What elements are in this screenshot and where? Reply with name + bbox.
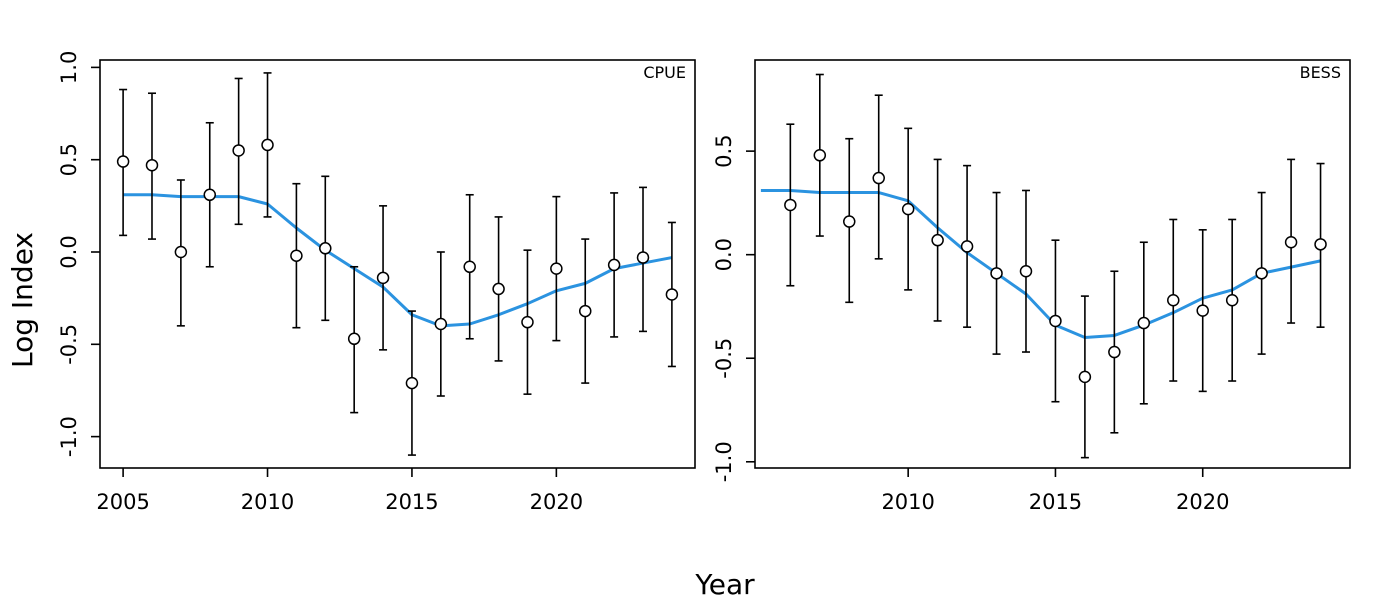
bess-data-point (843, 215, 856, 228)
bess-data-point (813, 149, 827, 162)
cpue-data-point (319, 242, 332, 255)
bess-y-tick-label: -0.5 (712, 338, 736, 379)
cpue-data-point (665, 288, 679, 301)
cpue-data-point (174, 245, 188, 259)
bess-panel-label: BESS (1300, 63, 1341, 82)
cpue-data-point (347, 332, 361, 346)
cpue-data-point (145, 158, 159, 172)
bess-data-point (1019, 264, 1033, 278)
cpue-data-point (290, 249, 303, 262)
bess-data-point (1314, 238, 1327, 251)
bess-data-point (1108, 345, 1121, 359)
bess-data-point (1137, 316, 1151, 330)
cpue-x-tick-label: 2010 (241, 490, 294, 514)
cpue-data-point (261, 138, 274, 152)
bess-data-point (1284, 236, 1298, 249)
cpue-data-point (203, 188, 217, 202)
x-axis-title: Year (694, 568, 755, 600)
bess-data-point (1255, 267, 1268, 280)
cpue-y-tick-label: 1.0 (57, 51, 81, 84)
bess-plot-frame (754, 59, 1351, 469)
bess-x-tick-label: 2015 (1029, 490, 1082, 514)
bess-data-point (1078, 370, 1092, 384)
cpue-data-point (550, 262, 563, 275)
cpue-y-tick-label: 0.0 (57, 235, 81, 268)
bess-x-tick-label: 2010 (881, 490, 934, 514)
cpue-y-tick-label: -0.5 (57, 324, 81, 365)
bess-x-tick-label: 2020 (1176, 490, 1229, 514)
cpue-data-point (607, 258, 621, 272)
bess-data-point (1049, 314, 1062, 328)
cpue-x-tick-label: 2015 (385, 490, 438, 514)
cpue-y-tick-label: -1.0 (57, 416, 81, 457)
bess-data-point (901, 202, 915, 216)
cpue-plot-frame (99, 59, 696, 469)
cpue-data-point (636, 251, 650, 264)
bess-data-point (784, 198, 797, 212)
bess-data-point (872, 171, 885, 185)
cpue-x-tick-label: 2005 (96, 490, 149, 514)
cpue-data-point (376, 271, 390, 285)
cpue-data-point (463, 260, 476, 274)
bess-y-tick-label: 0.0 (712, 238, 736, 271)
panel-bess: 2010 2015 2020 -1.0 -0.5 0.0 0.5 BESS (712, 59, 1351, 514)
cpue-data-point (116, 155, 130, 168)
y-axis-title: Log Index (6, 232, 39, 368)
bess-data-point (1167, 293, 1180, 307)
cpue-data-point (405, 376, 419, 390)
cpue-data-point (492, 282, 505, 296)
cpue-x-tick-label: 2020 (530, 490, 583, 514)
bess-data-point (990, 267, 1003, 280)
bess-data-point (931, 233, 944, 247)
bess-y-tick-label: 0.5 (712, 134, 736, 167)
cpue-data-point (521, 315, 534, 329)
bess-y-tick-label: -1.0 (712, 441, 736, 482)
cpue-data-point (232, 144, 245, 157)
bess-data-point (1196, 304, 1209, 317)
cpue-y-tick-label: 0.5 (57, 143, 81, 176)
panel-cpue: 2005 2010 2015 2020 -1.0 -0.5 0.0 0.5 1.0 CPUE (57, 51, 696, 514)
bess-data-point (1225, 293, 1239, 307)
cpue-panel-label: CPUE (643, 63, 686, 82)
cpue-data-point (434, 317, 448, 331)
bess-fitted-line (760, 188, 1321, 340)
cpue-fitted-line (123, 193, 673, 328)
cpue-data-point (578, 304, 592, 318)
bess-data-point (960, 240, 974, 253)
